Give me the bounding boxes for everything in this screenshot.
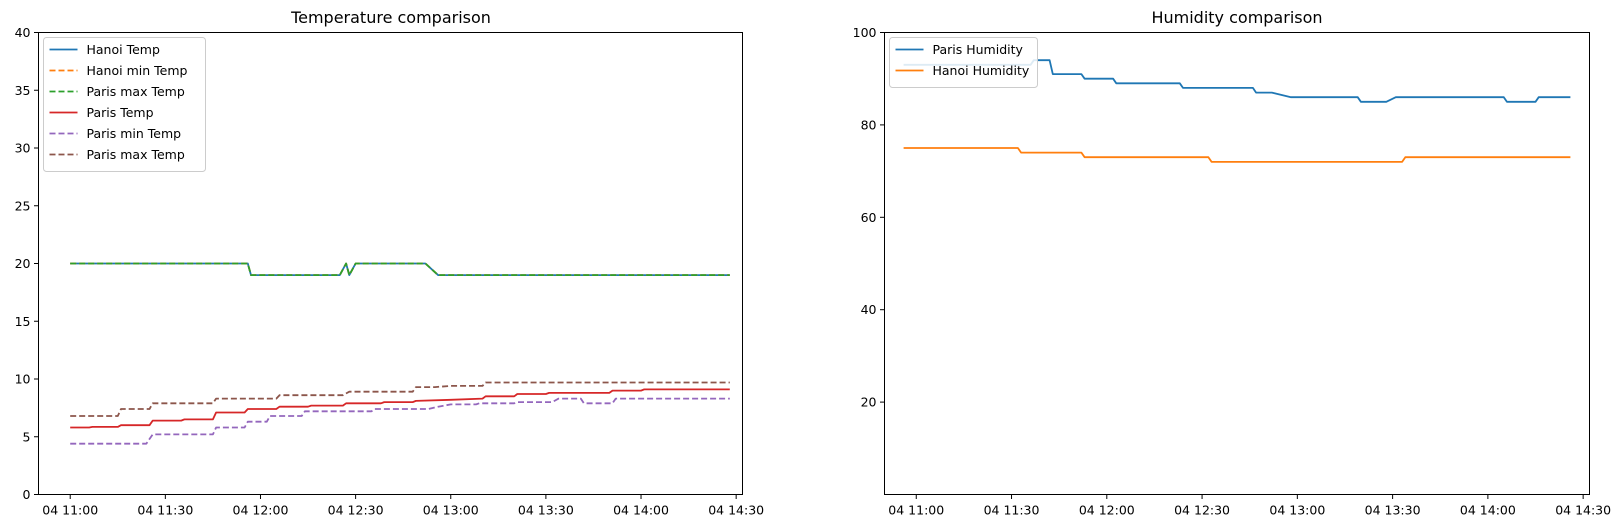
humidity-x-tick-label: 04 13:30 bbox=[1365, 503, 1421, 518]
temperature-legend-label: Paris min Temp bbox=[87, 126, 182, 141]
humidity-x-tick-label: 04 13:00 bbox=[1269, 503, 1325, 518]
temperature-legend-label: Paris max Temp bbox=[87, 147, 185, 162]
humidity-x-tick-label: 04 12:30 bbox=[1174, 503, 1230, 518]
humidity-x-tick-label: 04 11:30 bbox=[984, 503, 1040, 518]
humidity-x-tick-label: 04 11:00 bbox=[888, 503, 944, 518]
temperature-x-tick-label: 04 13:30 bbox=[518, 503, 574, 518]
humidity-series-line-1 bbox=[903, 147, 1571, 163]
temperature-plot-frame bbox=[38, 32, 743, 495]
temperature-x-tick-label: 04 14:00 bbox=[613, 503, 669, 518]
humidity-plot-frame bbox=[884, 32, 1590, 495]
temperature-x-tick-label: 04 14:30 bbox=[708, 503, 764, 518]
humidity-y-tick-label: 20 bbox=[861, 395, 877, 410]
temperature-y-tick-label: 30 bbox=[15, 141, 31, 156]
humidity-x-tick-label: 04 12:00 bbox=[1079, 503, 1135, 518]
humidity-legend-label: Hanoi Humidity bbox=[933, 63, 1030, 78]
humidity-legend-label: Paris Humidity bbox=[933, 42, 1024, 57]
temperature-chart: Temperature comparison 04 11:00 04 11:30 0… bbox=[15, 8, 765, 518]
temperature-y-axis: 0 5 10 15 20 25 30 35 40 bbox=[15, 25, 39, 502]
humidity-y-tick-label: 40 bbox=[861, 302, 877, 317]
humidity-chart: Humidity comparison 04 11:00 04 11:30 04 1… bbox=[853, 8, 1612, 518]
temperature-y-tick-label: 40 bbox=[15, 25, 31, 40]
temperature-x-tick-label: 04 11:00 bbox=[42, 503, 98, 518]
temperature-legend-label: Hanoi Temp bbox=[87, 42, 160, 57]
temperature-series-line-4 bbox=[70, 397, 730, 445]
humidity-chart-title: Humidity comparison bbox=[1151, 8, 1322, 27]
humidity-x-tick-label: 04 14:00 bbox=[1460, 503, 1516, 518]
temperature-y-tick-label: 35 bbox=[15, 83, 31, 98]
temperature-x-tick-label: 04 11:30 bbox=[137, 503, 193, 518]
humidity-y-tick-label: 60 bbox=[861, 210, 877, 225]
temperature-y-tick-label: 0 bbox=[23, 487, 31, 502]
temperature-legend-label: Paris Temp bbox=[87, 105, 154, 120]
temperature-y-tick-label: 20 bbox=[15, 256, 31, 271]
temperature-legend: Hanoi Temp Hanoi min Temp Paris max Temp Pa… bbox=[43, 37, 206, 172]
temperature-y-tick-label: 25 bbox=[15, 198, 31, 213]
temperature-series-line-0 bbox=[70, 262, 730, 276]
temperature-y-tick-label: 5 bbox=[23, 429, 31, 444]
temperature-series-line-3 bbox=[70, 388, 730, 429]
humidity-series-line-0 bbox=[903, 59, 1571, 103]
temperature-series-line-2 bbox=[70, 262, 730, 276]
temperature-series-layer bbox=[70, 262, 730, 445]
humidity-x-tick-label: 04 14:30 bbox=[1555, 503, 1611, 518]
humidity-legend: Paris Humidity Hanoi Humidity bbox=[889, 37, 1038, 88]
temperature-legend-box bbox=[43, 37, 206, 172]
humidity-series-layer bbox=[903, 59, 1571, 163]
temperature-x-tick-label: 04 13:00 bbox=[423, 503, 479, 518]
temperature-x-tick-label: 04 12:00 bbox=[233, 503, 289, 518]
humidity-y-tick-label: 100 bbox=[853, 25, 877, 40]
temperature-series-line-1 bbox=[70, 262, 730, 276]
temperature-x-axis: 04 11:00 04 11:30 04 12:00 04 12:30 04 13:00… bbox=[42, 494, 764, 518]
temperature-series-line-5 bbox=[70, 381, 730, 417]
humidity-x-axis: 04 11:00 04 11:30 04 12:00 04 12:30 04 13:00… bbox=[888, 494, 1611, 518]
humidity-y-tick-label: 80 bbox=[861, 117, 877, 132]
humidity-legend-box bbox=[889, 37, 1038, 88]
temperature-x-tick-label: 04 12:30 bbox=[328, 503, 384, 518]
temperature-chart-title: Temperature comparison bbox=[290, 8, 491, 27]
humidity-y-axis: 20 40 60 80 100 bbox=[853, 25, 885, 410]
temperature-legend-label: Hanoi min Temp bbox=[87, 63, 188, 78]
temperature-legend-label: Paris max Temp bbox=[87, 84, 185, 99]
temperature-y-tick-label: 15 bbox=[15, 314, 31, 329]
temperature-y-tick-label: 10 bbox=[15, 372, 31, 387]
